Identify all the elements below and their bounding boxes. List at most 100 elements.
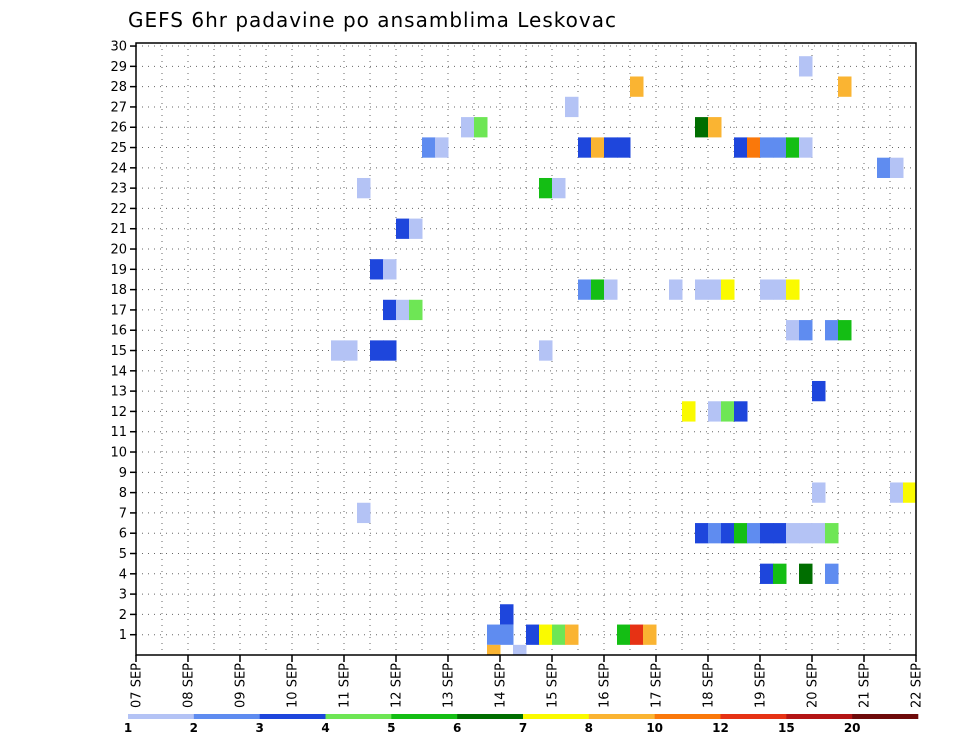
x-tick-label: 09 SEP — [234, 663, 249, 708]
y-tick-label: 13 — [110, 385, 127, 400]
precip-cell — [396, 299, 410, 321]
precip-cell — [435, 137, 449, 158]
y-tick-label: 6 — [119, 527, 127, 542]
precip-cell — [604, 279, 618, 300]
legend-swatch — [391, 714, 458, 719]
precip-cell — [396, 218, 410, 239]
precip-cell — [695, 279, 709, 300]
precip-cell — [643, 624, 657, 645]
y-tick-label: 15 — [110, 344, 127, 359]
precip-cell — [890, 157, 904, 178]
precip-cell — [669, 279, 683, 300]
precip-cell — [825, 523, 839, 544]
precip-cell — [812, 523, 826, 544]
y-tick-label: 18 — [110, 283, 127, 298]
precip-cell — [812, 482, 826, 503]
precip-cell — [513, 644, 527, 655]
precip-cell — [383, 299, 397, 321]
precip-cell — [409, 299, 423, 321]
legend-swatch — [852, 714, 919, 719]
precip-cell — [760, 279, 774, 300]
precip-cell — [760, 563, 774, 584]
y-tick-label: 26 — [110, 121, 127, 136]
x-tick-label: 15 SEP — [546, 663, 561, 708]
precip-cell — [903, 482, 917, 503]
precip-cell — [591, 279, 605, 300]
y-tick-label: 7 — [119, 506, 127, 521]
precip-cell — [539, 340, 553, 361]
precip-cell — [357, 177, 371, 199]
precip-cell — [747, 137, 761, 158]
precip-cell — [370, 340, 384, 361]
x-tick-label: 22 SEP — [910, 663, 925, 708]
precip-cell — [734, 401, 748, 422]
y-tick-label: 29 — [110, 60, 127, 75]
precip-cell — [773, 563, 787, 584]
y-tick-label: 30 — [110, 40, 127, 55]
legend-label: 3 — [255, 721, 263, 735]
precip-cell — [526, 624, 540, 645]
precip-cell — [331, 340, 345, 361]
precip-cell — [357, 502, 371, 524]
legend-label: 8 — [585, 721, 593, 735]
legend-label: 20 — [844, 721, 861, 735]
legend-swatch — [654, 714, 721, 719]
precip-cell — [708, 279, 722, 300]
precip-cell — [630, 624, 644, 645]
precip-cell — [799, 320, 813, 341]
precip-cell — [474, 117, 488, 138]
legend-label: 6 — [453, 721, 461, 735]
legend-swatch — [786, 714, 853, 719]
y-tick-label: 11 — [110, 425, 127, 440]
precip-cell — [721, 523, 735, 544]
precip-cell — [552, 177, 566, 199]
y-tick-label: 27 — [110, 100, 127, 115]
y-tick-label: 23 — [110, 182, 127, 197]
precip-cell — [786, 320, 800, 341]
precip-cell — [695, 117, 709, 138]
precip-cell — [487, 624, 501, 645]
y-tick-label: 21 — [110, 222, 127, 237]
precip-cell — [604, 137, 618, 158]
y-tick-label: 16 — [110, 324, 127, 339]
precip-cell — [682, 401, 696, 422]
y-tick-label: 25 — [110, 141, 127, 156]
x-tick-label: 21 SEP — [858, 663, 873, 708]
y-tick-label: 3 — [119, 588, 127, 603]
precip-cell — [760, 523, 774, 544]
precip-cell — [578, 279, 592, 300]
precip-cell — [630, 76, 644, 97]
legend-swatch — [259, 714, 326, 719]
legend-label: 2 — [190, 721, 198, 735]
y-tick-label: 19 — [110, 263, 127, 278]
legend-label: 4 — [321, 721, 329, 735]
x-tick-label: 10 SEP — [286, 663, 301, 708]
precip-cell — [799, 137, 813, 158]
precip-cell — [734, 523, 748, 544]
chart-title: GEFS 6hr padavine po ansamblima Leskovac — [128, 8, 617, 32]
precip-cell — [773, 523, 787, 544]
grid-lines — [135, 43, 917, 655]
y-tick-label: 17 — [110, 303, 127, 318]
precip-cell — [799, 563, 813, 584]
x-tick-label: 19 SEP — [754, 663, 769, 708]
precip-cell — [838, 76, 852, 97]
y-tick-label: 5 — [119, 547, 127, 562]
precip-cell — [461, 117, 475, 138]
precip-cell — [370, 259, 384, 280]
precip-cell — [786, 279, 800, 300]
precip-cell — [422, 137, 436, 158]
precip-cell — [812, 380, 826, 402]
precip-cell — [890, 482, 904, 503]
legend-label: 5 — [387, 721, 395, 735]
y-tick-label: 10 — [110, 446, 127, 461]
precip-cell — [552, 624, 566, 645]
legend-swatch — [193, 714, 260, 719]
precip-cell — [565, 96, 579, 118]
legend-swatch — [128, 714, 195, 719]
y-tick-label: 1 — [119, 628, 127, 643]
precip-cell — [383, 259, 397, 280]
precip-cell — [591, 137, 605, 158]
legend-label: 12 — [712, 721, 729, 735]
x-tick-label: 14 SEP — [494, 663, 509, 708]
